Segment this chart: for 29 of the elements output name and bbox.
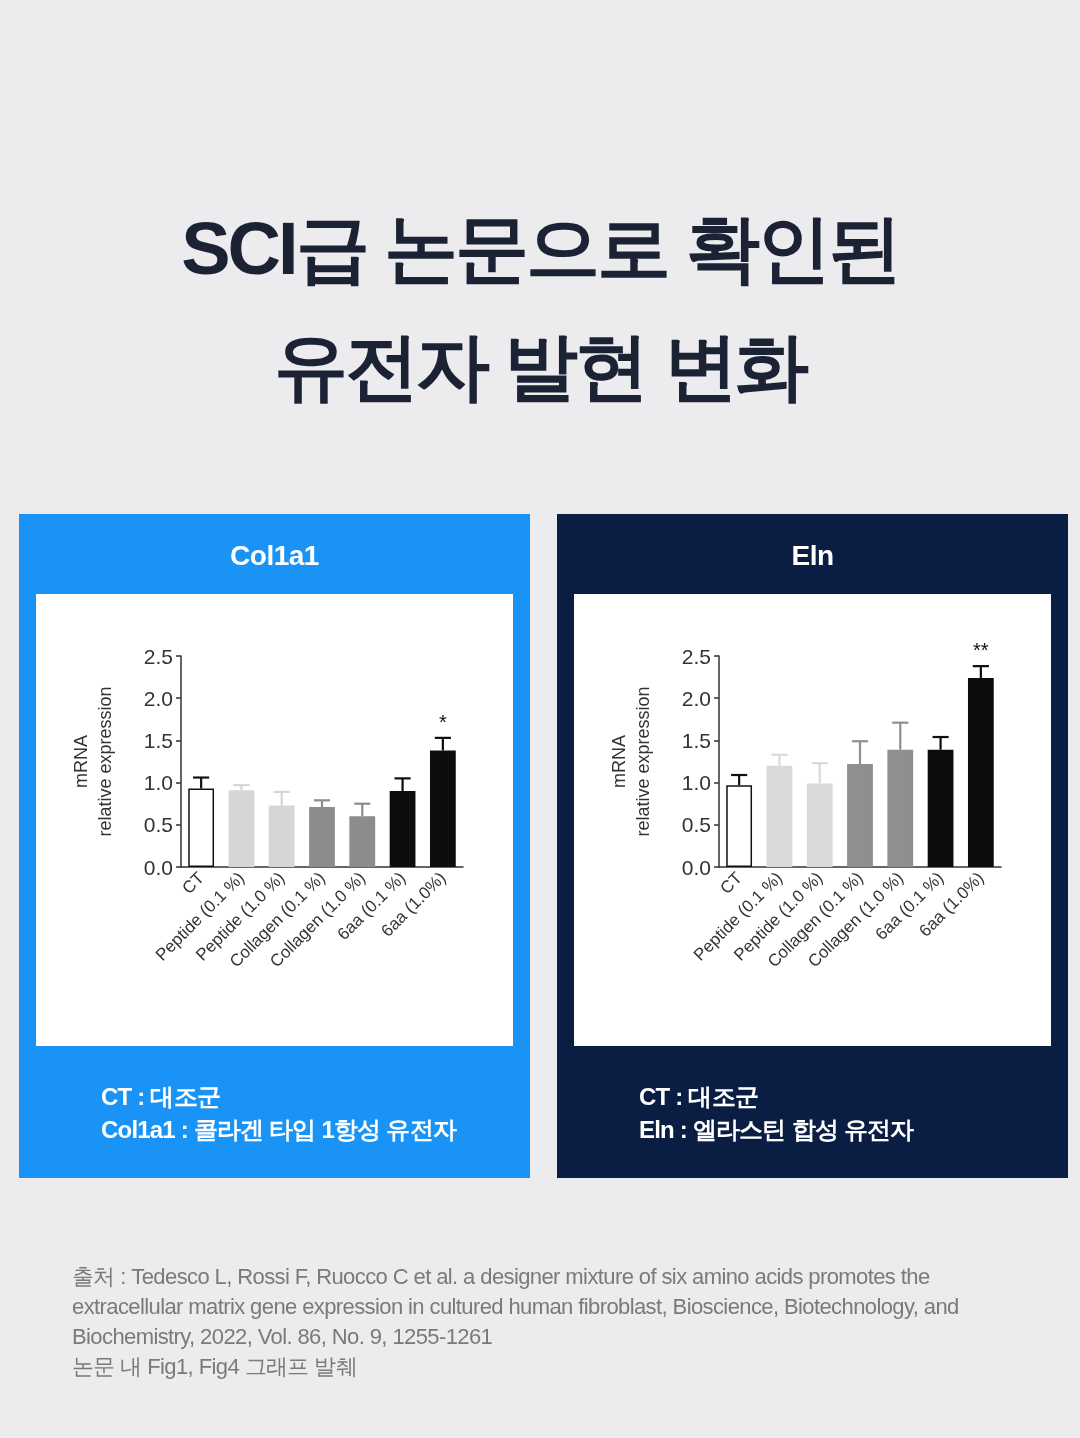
y-tick-label: 2.5	[143, 644, 173, 668]
y-axis-title: mRNA relative expression	[71, 686, 115, 837]
text: CT : 대조군	[639, 1082, 759, 1112]
y-tick-label: 1.5	[143, 728, 173, 752]
text: Eln : 엘라스틴 합성 유전자	[639, 1115, 915, 1145]
y-tick-label: 0.0	[681, 855, 711, 879]
y-tick-label: 2.0	[143, 686, 173, 710]
text: 논문 내 Fig1, Fig4 그래프 발췌	[72, 1353, 359, 1381]
y-axis-title: mRNA relative expression	[609, 686, 653, 837]
source-note: 출처 : Tedesco L, Rossi F, Ruocco C et al. a designer mixture of six amino acids promotes the extracellular matrix gene expression in cultured human fibroblast, Bioscience, Biotechnology, and Biochemistry, 2022, Vol. 86, No. 9, 1255-1261	[72, 1263, 960, 1351]
y-tick-label: 1.0	[681, 771, 711, 795]
y-tick-label: 0.5	[681, 813, 711, 837]
x-tick-label: CT	[716, 868, 746, 898]
y-tick-label: 2.5	[681, 644, 711, 668]
chart-title: Col1a1	[229, 539, 320, 573]
y-tick-label: 2.0	[681, 686, 711, 710]
y-tick-label: 0.5	[143, 813, 173, 837]
text: Col1a1 : 콜라겐 타입 1항성 유전자	[101, 1115, 458, 1145]
annotation: **	[973, 639, 989, 662]
text: 유전자 발현 변화	[272, 324, 808, 410]
x-tick-label: CT	[178, 868, 208, 898]
text: CT : 대조군	[101, 1082, 221, 1112]
text: SCI급 논문으로 확인된	[180, 206, 900, 292]
chart-title: Eln	[790, 539, 835, 573]
y-tick-label: 1.0	[143, 771, 173, 795]
y-tick-label: 0.0	[143, 855, 173, 879]
bar	[228, 790, 255, 867]
annotation: *	[438, 710, 447, 733]
y-tick-label: 1.5	[681, 728, 711, 752]
